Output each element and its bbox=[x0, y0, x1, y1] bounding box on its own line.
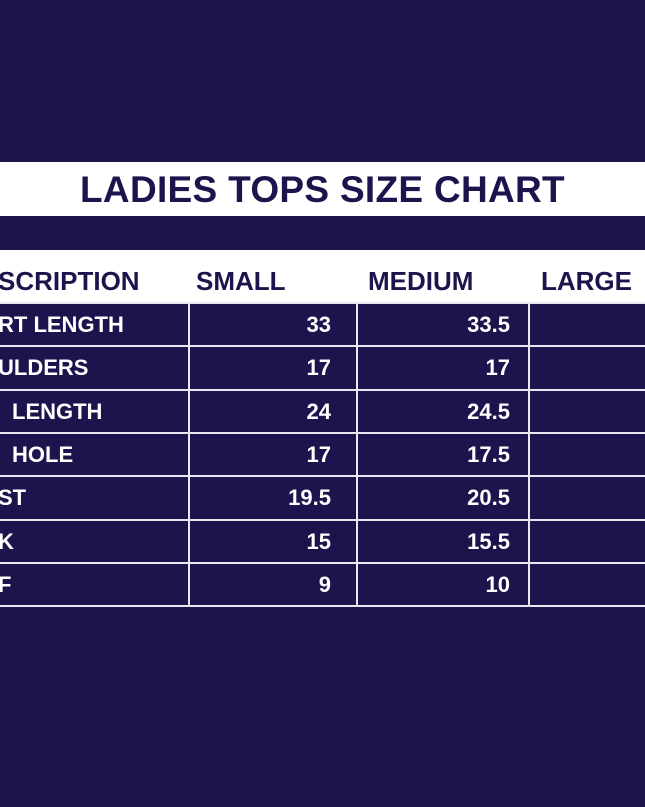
row-divider bbox=[0, 475, 645, 478]
size-value: 19.5 bbox=[288, 485, 331, 511]
column-divider bbox=[356, 302, 358, 606]
row-label: K bbox=[0, 528, 14, 554]
size-value: 24.5 bbox=[467, 398, 510, 424]
row-divider bbox=[0, 518, 645, 521]
header-band bbox=[0, 250, 645, 302]
row-divider bbox=[0, 561, 645, 564]
row-label: HOLE bbox=[12, 441, 74, 467]
row-divider bbox=[0, 302, 645, 304]
size-value: 9 bbox=[318, 571, 331, 597]
size-value: 17 bbox=[485, 355, 510, 381]
column-header: MEDIUM bbox=[368, 266, 474, 296]
size-value: 20.5 bbox=[467, 485, 510, 511]
size-value: 15 bbox=[306, 528, 331, 554]
row-divider bbox=[0, 388, 645, 391]
row-divider bbox=[0, 345, 645, 348]
title-banner bbox=[0, 162, 645, 216]
size-value: 24 bbox=[306, 398, 331, 424]
size-value: 17.5 bbox=[467, 441, 510, 467]
row-label: F bbox=[0, 571, 12, 597]
row-divider bbox=[0, 431, 645, 434]
size-value: 17 bbox=[306, 355, 331, 381]
size-value: 15.5 bbox=[467, 528, 510, 554]
column-header: LARGE bbox=[541, 266, 632, 296]
row-label: ULDERS bbox=[0, 355, 89, 381]
size-value: 33.5 bbox=[467, 312, 510, 337]
row-label: RT LENGTH bbox=[0, 312, 124, 337]
column-divider bbox=[188, 302, 190, 606]
column-divider bbox=[528, 302, 530, 606]
column-header: SMALL bbox=[196, 266, 286, 296]
size-value: 17 bbox=[306, 441, 331, 467]
column-header: SCRIPTION bbox=[0, 266, 140, 296]
row-label: LENGTH bbox=[12, 398, 103, 424]
size-value: 33 bbox=[306, 312, 331, 337]
row-divider bbox=[0, 605, 645, 608]
row-label: ST bbox=[0, 485, 27, 511]
title: LADIES TOPS SIZE CHART bbox=[80, 169, 565, 210]
size-value: 10 bbox=[485, 571, 510, 597]
